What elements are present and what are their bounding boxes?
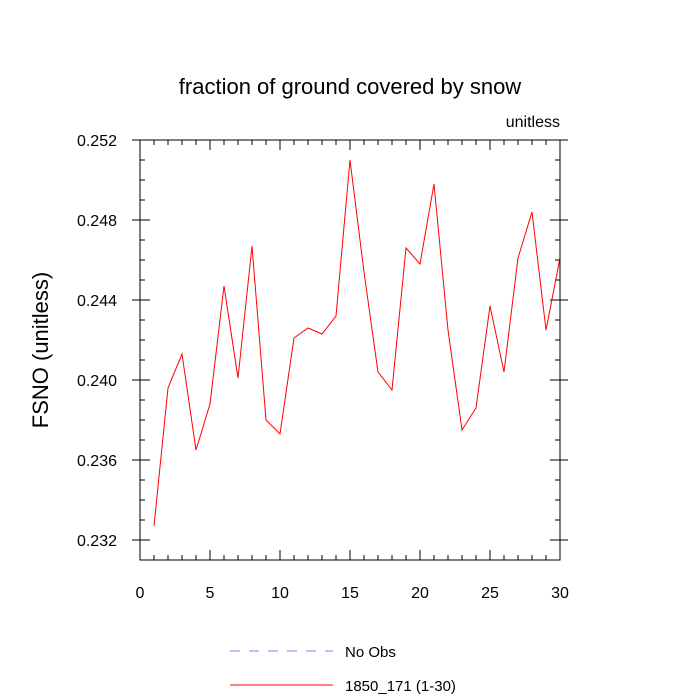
axis-ticks xyxy=(132,139,568,561)
x-tick-label: 30 xyxy=(551,585,569,602)
legend: No Obs 1850_171 (1-30) xyxy=(230,644,456,695)
units-label: unitless xyxy=(506,114,560,131)
chart-title: fraction of ground covered by snow xyxy=(179,74,522,99)
y-tick-label: 0.244 xyxy=(77,293,117,310)
x-tick-label: 10 xyxy=(271,585,289,602)
plot-frame xyxy=(139,139,561,561)
y-tick-label: 0.240 xyxy=(77,373,117,390)
legend-label: 1850_171 (1-30) xyxy=(345,678,456,695)
y-tick-label: 0.232 xyxy=(77,533,117,550)
x-tick-label: 0 xyxy=(136,585,145,602)
x-tick-label: 15 xyxy=(341,585,359,602)
y-axis-label: FSNO (unitless) xyxy=(28,272,53,428)
axis-tick-labels: 0 5 10 15 20 25 30 0.232 0.236 0.240 0.244 0.248 0.2… xyxy=(77,133,569,602)
x-tick-label: 20 xyxy=(411,585,429,602)
y-tick-label: 0.248 xyxy=(77,213,117,230)
y-tick-label: 0.252 xyxy=(77,133,117,150)
series-group xyxy=(153,159,561,527)
x-tick-label: 25 xyxy=(481,585,499,602)
y-tick-label: 0.236 xyxy=(77,453,117,470)
series-line xyxy=(153,159,561,527)
legend-label: No Obs xyxy=(345,644,396,661)
x-tick-label: 5 xyxy=(206,585,215,602)
